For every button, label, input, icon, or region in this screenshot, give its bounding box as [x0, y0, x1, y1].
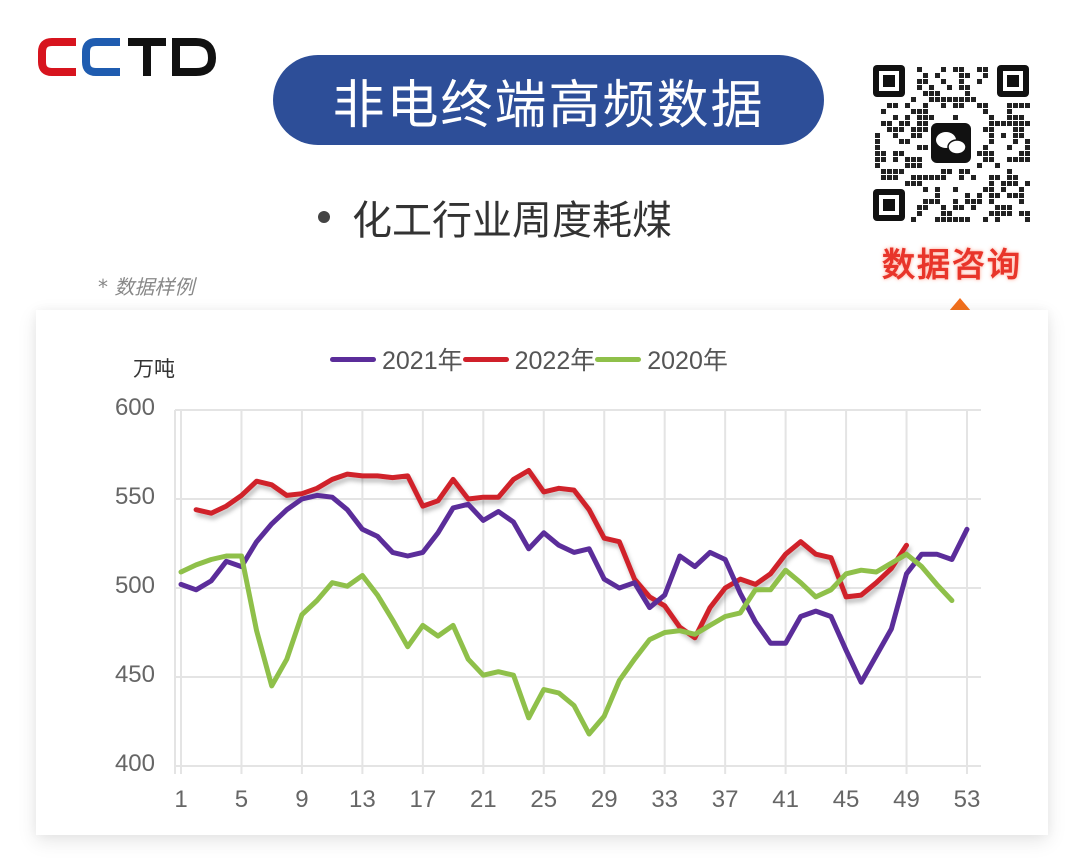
x-tick-label: 37 — [711, 786, 739, 813]
legend-swatch-icon — [462, 356, 509, 362]
y-tick-label: 550 — [114, 483, 155, 510]
section-subtitle: 化工行业周度耗煤 — [318, 188, 672, 246]
legend-label: 2022年 — [514, 347, 596, 375]
x-tick-label: 17 — [409, 786, 437, 813]
x-tick-label: 53 — [953, 786, 981, 813]
y-tick-label: 600 — [114, 394, 155, 421]
legend-item-2022[interactable]: 2022年 — [462, 341, 596, 377]
y-axis-unit: 万吨 — [133, 357, 175, 381]
cctd-logo — [38, 38, 217, 76]
logo-letter-c2 — [82, 38, 120, 76]
x-tick-label: 9 — [295, 786, 309, 813]
logo-letter-t — [128, 38, 166, 76]
x-tick-label: 25 — [530, 786, 558, 813]
legend-label: 2020年 — [647, 347, 728, 375]
series-line-2022年 — [193, 468, 909, 641]
legend-swatch-icon — [330, 356, 376, 362]
x-tick-label: 45 — [832, 786, 860, 813]
subtitle-text: 化工行业周度耗煤 — [352, 198, 672, 244]
x-tick-label: 41 — [772, 786, 799, 813]
sample-data-note: * 数据样例 — [98, 275, 195, 299]
bullet-icon — [318, 211, 330, 223]
logo-letter-d — [172, 38, 217, 76]
legend-item-2020[interactable]: 2020年 — [595, 341, 728, 377]
data-consult-label[interactable]: 数据咨询 — [882, 245, 1022, 284]
page-title-banner: 非电终端高频数据 — [273, 55, 824, 145]
legend-label: 2021年 — [382, 347, 463, 375]
x-tick-label: 29 — [590, 786, 618, 813]
chart-legend: 2021年 2022年 2020年 — [330, 341, 728, 377]
x-tick-label: 5 — [234, 786, 249, 813]
x-tick-label: 1 — [174, 786, 188, 813]
series-line-2020年 — [178, 551, 955, 737]
legend-item-2021[interactable]: 2021年 — [330, 341, 463, 377]
legend-swatch-icon — [595, 356, 642, 362]
y-tick-label: 400 — [114, 750, 155, 777]
x-tick-label: 13 — [349, 786, 376, 813]
y-tick-label: 450 — [114, 661, 155, 688]
logo-letter-c1 — [38, 38, 76, 76]
x-tick-label: 49 — [893, 786, 920, 813]
x-tick-label: 21 — [469, 786, 497, 813]
series-line-2021年 — [178, 492, 970, 685]
x-tick-label: 33 — [651, 786, 679, 813]
page-title: 非电终端高频数据 — [332, 75, 765, 136]
y-tick-label: 500 — [114, 572, 155, 599]
wechat-qr-code-icon[interactable] — [871, 63, 1031, 223]
